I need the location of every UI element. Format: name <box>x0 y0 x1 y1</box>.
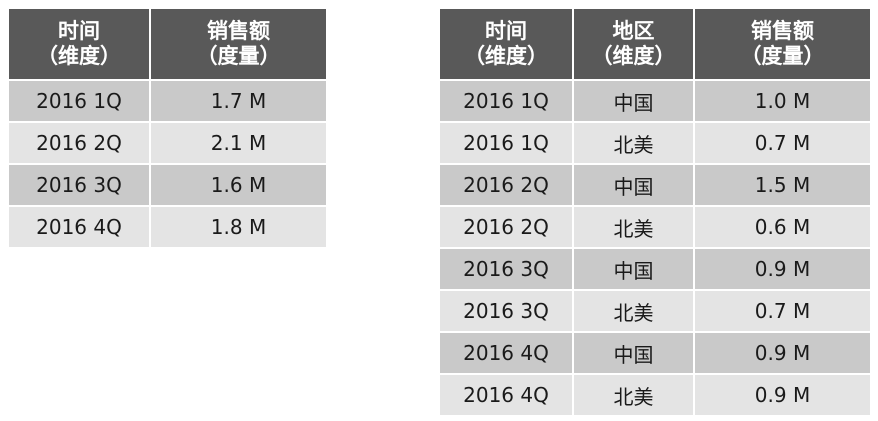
column-header-title: 销售额 <box>207 19 270 43</box>
table-cell: 北美 <box>574 291 695 333</box>
table-cell: 0.9 M <box>695 333 870 375</box>
column-header-subtitle: （维度） <box>464 44 548 68</box>
table-cell: 2016 2Q <box>9 123 151 165</box>
column-header-title: 时间 <box>485 19 527 43</box>
table-row: 2016 4Q 中国 0.9 M <box>440 333 870 375</box>
column-header-title: 地区 <box>612 19 655 43</box>
table-cell: 北美 <box>574 375 695 417</box>
table-row: 2016 1Q 北美 0.7 M <box>440 123 870 165</box>
table-row: 2016 1Q 1.7 M <box>9 81 326 123</box>
table-cell: 北美 <box>574 207 695 249</box>
table-cell: 2016 1Q <box>440 81 574 123</box>
table-cell: 2016 3Q <box>440 291 574 333</box>
column-header-title: 销售额 <box>751 19 814 43</box>
table-row: 2016 2Q 北美 0.6 M <box>440 207 870 249</box>
table-cell: 2.1 M <box>151 123 326 165</box>
table-row: 2016 3Q 中国 0.9 M <box>440 249 870 291</box>
table-row: 2016 2Q 2.1 M <box>9 123 326 165</box>
table-row: 2016 1Q 中国 1.0 M <box>440 81 870 123</box>
table-cell: 北美 <box>574 123 695 165</box>
table-cell: 0.9 M <box>695 249 870 291</box>
table-cell: 中国 <box>574 81 695 123</box>
sales-by-quarter-region-table: 时间 （维度） 地区 （维度） 销售额 （度量） 2016 1Q 中国 1.0 M 2016 1… <box>440 9 870 417</box>
table-cell: 2016 1Q <box>9 81 151 123</box>
column-header-subtitle: （度量） <box>740 44 825 68</box>
table-cell: 1.6 M <box>151 165 326 207</box>
table-row: 2016 3Q 北美 0.7 M <box>440 291 870 333</box>
column-header: 地区 （维度） <box>574 9 695 81</box>
table-cell: 中国 <box>574 165 695 207</box>
table-cell: 1.5 M <box>695 165 870 207</box>
table-cell: 2016 4Q <box>440 375 574 417</box>
column-header: 销售额 （度量） <box>695 9 870 81</box>
table-row: 2016 4Q 1.8 M <box>9 207 326 249</box>
table-cell: 0.7 M <box>695 123 870 165</box>
table-row: 2016 2Q 中国 1.5 M <box>440 165 870 207</box>
table-cell: 2016 3Q <box>440 249 574 291</box>
table-cell: 2016 4Q <box>440 333 574 375</box>
sales-by-quarter-table: 时间 （维度） 销售额 （度量） 2016 1Q 1.7 M 2016 2Q 2.1 M 20… <box>9 9 326 249</box>
column-header-subtitle: （维度） <box>37 44 121 68</box>
table-row: 2016 4Q 北美 0.9 M <box>440 375 870 417</box>
table-cell: 2016 3Q <box>9 165 151 207</box>
table-cell: 中国 <box>574 333 695 375</box>
column-header: 时间 （维度） <box>9 9 151 81</box>
table-cell: 1.8 M <box>151 207 326 249</box>
table-cell: 0.6 M <box>695 207 870 249</box>
table-header-row: 时间 （维度） 销售额 （度量） <box>9 9 326 81</box>
table-row: 2016 3Q 1.6 M <box>9 165 326 207</box>
table-cell: 中国 <box>574 249 695 291</box>
column-header: 销售额 （度量） <box>151 9 326 81</box>
column-header-subtitle: （维度） <box>591 44 676 68</box>
table-cell: 1.7 M <box>151 81 326 123</box>
table-header-row: 时间 （维度） 地区 （维度） 销售额 （度量） <box>440 9 870 81</box>
table-cell: 2016 4Q <box>9 207 151 249</box>
table-cell: 0.9 M <box>695 375 870 417</box>
table-cell: 2016 2Q <box>440 207 574 249</box>
column-header: 时间 （维度） <box>440 9 574 81</box>
table-cell: 0.7 M <box>695 291 870 333</box>
column-header-subtitle: （度量） <box>196 44 281 68</box>
column-header-title: 时间 <box>58 19 100 43</box>
table-cell: 2016 1Q <box>440 123 574 165</box>
table-cell: 2016 2Q <box>440 165 574 207</box>
table-cell: 1.0 M <box>695 81 870 123</box>
